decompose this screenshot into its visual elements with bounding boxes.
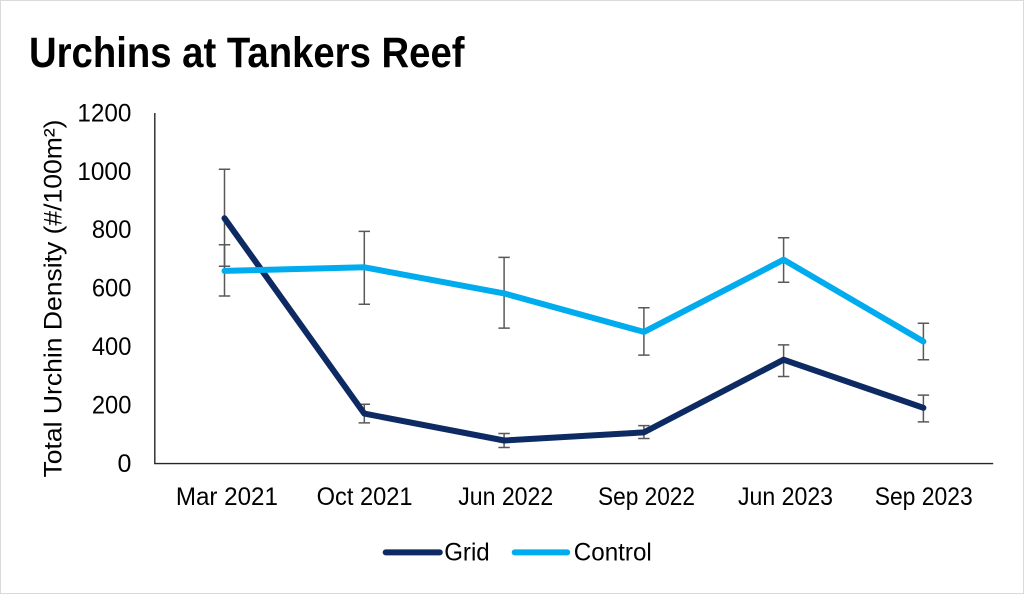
svg-text:Oct 2021: Oct 2021 (317, 483, 413, 511)
svg-text:600: 600 (92, 275, 132, 303)
svg-text:Jun 2023: Jun 2023 (738, 483, 833, 511)
svg-text:Total Urchin Density (#/100m²): Total Urchin Density (#/100m²) (39, 120, 67, 478)
svg-text:1000: 1000 (77, 158, 131, 186)
svg-text:Jun 2022: Jun 2022 (458, 483, 553, 511)
svg-text:Sep 2023: Sep 2023 (875, 483, 973, 511)
svg-text:200: 200 (92, 392, 132, 420)
svg-text:800: 800 (92, 216, 132, 244)
svg-text:Grid: Grid (444, 539, 490, 567)
svg-text:1200: 1200 (77, 99, 131, 127)
svg-text:Urchins at Tankers Reef: Urchins at Tankers Reef (29, 29, 465, 77)
svg-text:0: 0 (117, 450, 131, 478)
svg-text:Control: Control (574, 539, 652, 567)
svg-text:Sep 2022: Sep 2022 (598, 483, 695, 511)
svg-text:Mar 2021: Mar 2021 (176, 483, 278, 511)
svg-text:400: 400 (92, 333, 132, 361)
